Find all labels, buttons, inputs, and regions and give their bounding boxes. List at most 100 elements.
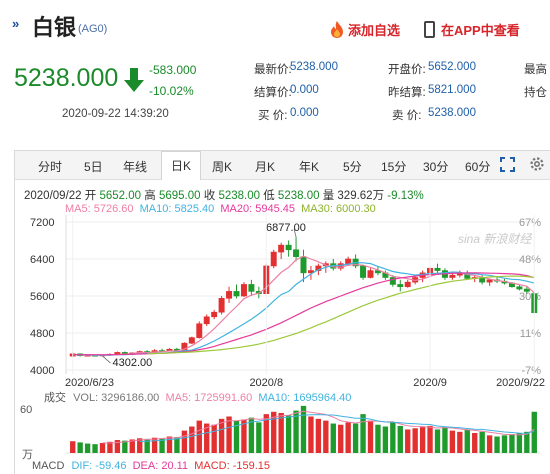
volume-bar (516, 432, 523, 453)
candle-body (248, 284, 255, 292)
settle-price-value: 0.000 (290, 84, 319, 96)
tab-yearly-k[interactable]: 年K (299, 160, 320, 174)
volume-bar (486, 435, 493, 453)
volume-bar (256, 422, 262, 453)
volume-bar (248, 417, 255, 453)
volume-bar (464, 429, 470, 453)
volume-bar (92, 444, 98, 453)
last-price: 5238.000 (14, 64, 119, 92)
volume-bar (457, 431, 463, 453)
tab-5day[interactable]: 5日 (84, 160, 103, 174)
volume-bar (390, 422, 396, 453)
candle-body (285, 244, 292, 251)
volume-bar (360, 414, 366, 453)
pct-axis-label: -7% (521, 365, 541, 377)
candle-body (270, 251, 277, 267)
candle-body (360, 265, 367, 278)
volume-bar (494, 436, 500, 453)
annotation-pointer (102, 355, 111, 364)
pct-axis-label: 11% (520, 328, 541, 340)
candle-body (449, 274, 456, 278)
volume-axis-unit: 万 (22, 449, 33, 461)
open-price-label: 开盘价: (388, 64, 426, 76)
volume-bar (189, 426, 195, 453)
tab-intraday[interactable]: 分时 (38, 160, 63, 174)
bid-price-value: 0.000 (290, 107, 319, 119)
volume-bar (412, 428, 418, 453)
ma-line-ma30 (147, 275, 535, 355)
phone-icon (424, 21, 435, 38)
price-axis-label: 5600 (30, 291, 54, 303)
volume-bar (419, 427, 426, 453)
volume-bar (114, 440, 121, 453)
volume-bar (315, 418, 322, 453)
ma-line-ma20 (72, 272, 535, 356)
open-price-value: 5652.000 (428, 61, 476, 73)
view-in-app-button[interactable]: 在APP中查看 (424, 20, 520, 39)
volume-bar (479, 431, 485, 453)
tab-30min[interactable]: 30分 (423, 160, 449, 174)
volume-bar (263, 414, 269, 453)
instrument-name: 白银 (32, 15, 77, 40)
candle-body (293, 249, 300, 257)
date-axis-label: 2020/6/23 (65, 377, 114, 389)
volume-bar (278, 412, 284, 453)
sina-watermark: sina 新浪财经 (458, 232, 533, 246)
tab-weekly-k[interactable]: 周K (212, 160, 233, 174)
price-axis-label: 4000 (30, 365, 54, 377)
price-axis-label: 7200 (30, 217, 54, 229)
pct-axis-label: 67% (519, 217, 541, 229)
price-axis-label: 6400 (30, 254, 54, 266)
volume-bar (382, 426, 389, 453)
volume-bar (174, 437, 180, 453)
candle-body (300, 256, 307, 274)
candle-body (516, 286, 523, 290)
candle-close-label: 收 (203, 190, 216, 202)
candle-body (218, 298, 225, 313)
date-axis-label: 2020/9/22 (496, 377, 545, 389)
high-price-label: 最高 (524, 64, 547, 76)
tab-daily-k[interactable]: 日K (161, 151, 202, 180)
volume-bar (241, 419, 247, 453)
volume-legend: 成交 VOL: 3296186.00 MA5: 1725991.60 MA10:… (44, 389, 351, 405)
tab-15min[interactable]: 15分 (381, 160, 407, 174)
add-watchlist-button[interactable]: 添加自选 (330, 20, 400, 39)
volume-bar (107, 441, 113, 453)
candle-body (203, 316, 210, 325)
macd-value: MACD: -159.15 (194, 460, 270, 472)
volume-bar (524, 431, 530, 453)
vol-value: VOL: 3296186.00 (73, 392, 160, 404)
volume-bar (122, 440, 128, 453)
period-tab-bar: 分时 5日 年线 日K 周K 月K 年K 5分 15分 30分 60分 (15, 151, 550, 180)
fullscreen-icon[interactable] (500, 157, 515, 172)
tab-5min[interactable]: 5分 (343, 160, 362, 174)
double-chevron-icon: » (12, 16, 20, 31)
tab-year-line[interactable]: 年线 (123, 160, 148, 174)
ask-price-value: 5238.000 (428, 107, 476, 119)
tab-monthly-k[interactable]: 月K (255, 160, 276, 174)
tab-60min[interactable]: 60分 (465, 160, 491, 174)
candle-body (367, 270, 374, 278)
date-axis-label: 2020/8 (249, 377, 283, 389)
volume-bar (211, 424, 217, 453)
volume-bar (531, 411, 537, 453)
volume-bar (166, 436, 173, 453)
volume-bar (405, 429, 411, 453)
volume-axis-top: 60 (20, 404, 33, 416)
candle-open: 5652.00 (99, 190, 142, 202)
volume-bar (144, 438, 150, 453)
price-axis-label: 4800 (30, 328, 54, 340)
settings-gear-icon[interactable] (528, 155, 546, 173)
macd-label: MACD (32, 460, 65, 472)
candle-high-label: 高 (144, 190, 156, 202)
volume-bar (367, 420, 374, 453)
volume-bar (345, 422, 351, 453)
volume-bar (151, 437, 158, 453)
candle-body (188, 337, 195, 344)
candle-body (278, 244, 285, 253)
volume-bar (427, 425, 433, 453)
candle-body (389, 277, 396, 285)
candle-body (404, 281, 411, 288)
candle-open-label: 开 (84, 190, 97, 202)
